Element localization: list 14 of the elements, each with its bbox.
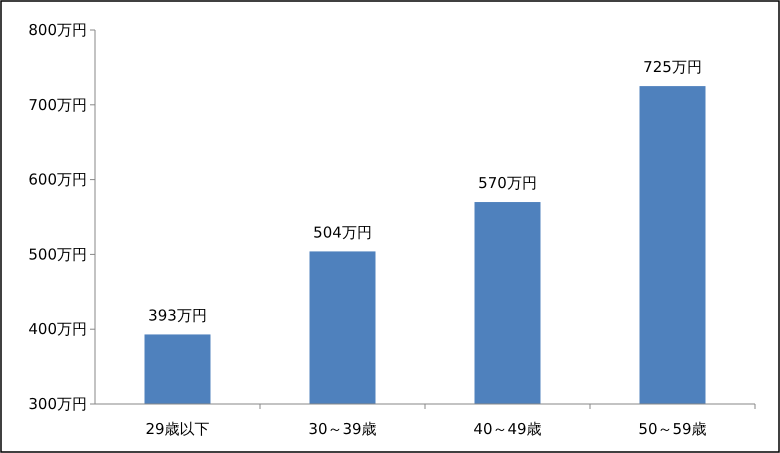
y-tick-label: 500万円 bbox=[28, 245, 87, 264]
x-tick-label: 50～59歳 bbox=[638, 420, 707, 438]
y-tick-label: 600万円 bbox=[28, 170, 87, 189]
data-label: 725万円 bbox=[643, 58, 702, 76]
y-tick-label: 400万円 bbox=[28, 320, 87, 338]
data-label: 570万円 bbox=[478, 174, 537, 192]
y-tick-label: 800万円 bbox=[28, 21, 87, 39]
x-tick-label: 30～39歳 bbox=[308, 420, 377, 438]
x-tick-label: 40～49歳 bbox=[473, 420, 542, 438]
y-tick-label: 700万円 bbox=[28, 96, 87, 114]
data-label: 504万円 bbox=[313, 223, 372, 242]
data-label: 393万円 bbox=[148, 306, 207, 324]
x-tick-label: 29歳以下 bbox=[145, 420, 210, 438]
y-tick-label: 300万円 bbox=[28, 395, 87, 413]
